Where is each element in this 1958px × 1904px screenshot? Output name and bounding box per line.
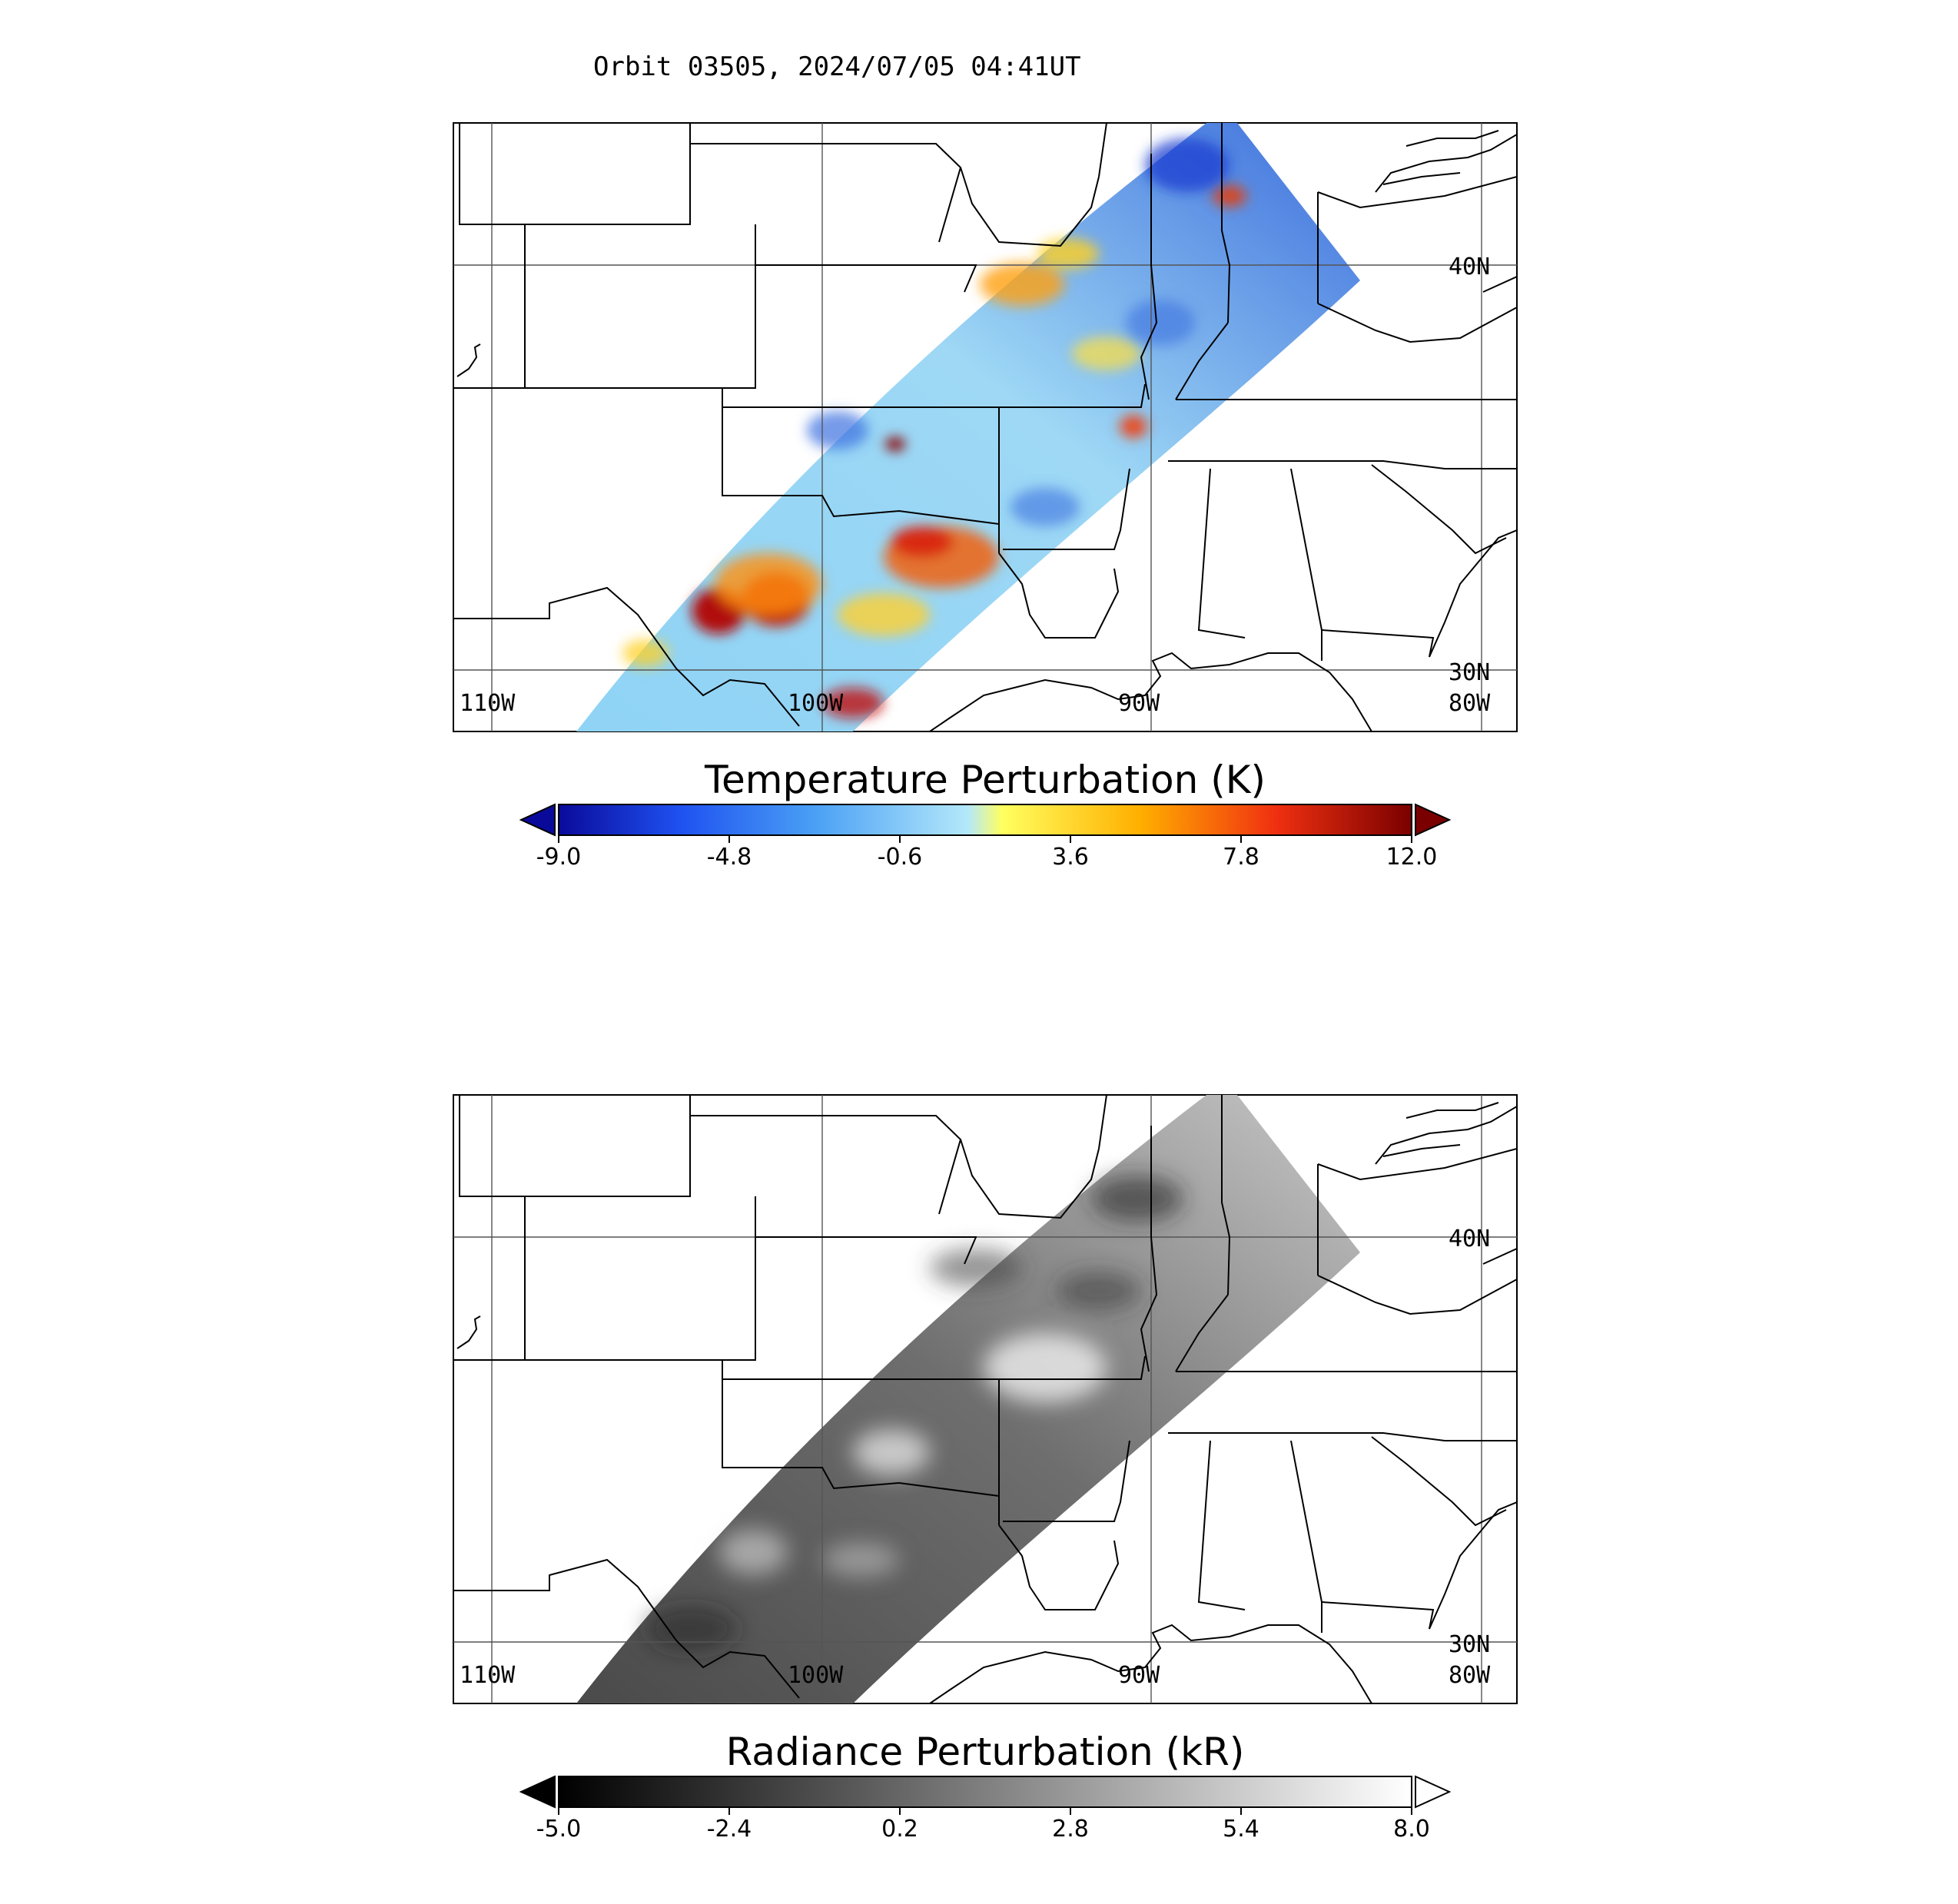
lon-label-100w: 100W bbox=[788, 1662, 844, 1689]
colorbar-tick: -4.8 bbox=[707, 844, 752, 871]
colorbar-tick: 12.0 bbox=[1386, 844, 1438, 871]
colorbar-max-arrow bbox=[1415, 1775, 1452, 1809]
lat-label-30n: 30N bbox=[1449, 1631, 1490, 1658]
colorbar-tick: 3.6 bbox=[1052, 844, 1089, 871]
temperature-map-panel: 110W 100W 90W 80W 40N 30N bbox=[453, 122, 1518, 732]
cold-anomalies bbox=[807, 138, 1230, 526]
colorbar-title: Temperature Perturbation (K) bbox=[704, 758, 1266, 802]
colorbar-tick: 2.8 bbox=[1052, 1816, 1089, 1843]
colorbar-min-arrow bbox=[519, 803, 556, 837]
lon-label-80w: 80W bbox=[1449, 1662, 1491, 1689]
lon-label-90w: 90W bbox=[1118, 690, 1160, 717]
colorbar-tick: -0.6 bbox=[878, 844, 923, 871]
colorbar-tick: 7.8 bbox=[1223, 844, 1259, 871]
lon-label-110w: 110W bbox=[460, 690, 516, 717]
radiance-map-panel: 110W 100W 90W 80W 40N 30N bbox=[453, 1094, 1518, 1704]
temperature-colorbar: Temperature Perturbation (K) -9.0 -4.8 -… bbox=[519, 758, 1452, 871]
colorbar-max-arrow bbox=[1415, 803, 1452, 837]
coastline bbox=[456, 1102, 1517, 1703]
state-boundaries bbox=[453, 123, 1517, 727]
state-boundaries bbox=[453, 1095, 1517, 1699]
colorbar-tick: -2.4 bbox=[707, 1816, 752, 1843]
colorbar-title: Radiance Perturbation (kR) bbox=[726, 1730, 1245, 1774]
colorbar-tick: 0.2 bbox=[881, 1816, 918, 1843]
colorbar-tick: -5.0 bbox=[536, 1816, 582, 1843]
colorbar-tick: 8.0 bbox=[1393, 1816, 1430, 1843]
lat-label-40n: 40N bbox=[1449, 1226, 1490, 1252]
radiance-colorbar: Radiance Perturbation (kR) -5.0 -2.4 0.2… bbox=[519, 1730, 1452, 1843]
colorbar-tick: 5.4 bbox=[1223, 1816, 1259, 1843]
lon-label-100w: 100W bbox=[788, 690, 844, 717]
radiance-structures bbox=[645, 1176, 1183, 1652]
orbit-title: Orbit 03505, 2024/07/05 04:41UT bbox=[593, 51, 1081, 82]
colorbar-bar bbox=[558, 804, 1412, 836]
graticule bbox=[453, 123, 1517, 731]
colorbar-tick: -9.0 bbox=[536, 844, 582, 871]
colorbar-bar bbox=[558, 1776, 1412, 1808]
coastline bbox=[456, 130, 1517, 731]
lon-label-110w: 110W bbox=[460, 1662, 516, 1689]
warm-anomalies bbox=[622, 185, 1246, 718]
lat-label-30n: 30N bbox=[1449, 659, 1490, 686]
lat-label-40n: 40N bbox=[1449, 254, 1490, 280]
colorbar-min-arrow bbox=[519, 1775, 556, 1809]
lon-label-80w: 80W bbox=[1449, 690, 1491, 717]
lon-label-90w: 90W bbox=[1118, 1662, 1160, 1689]
